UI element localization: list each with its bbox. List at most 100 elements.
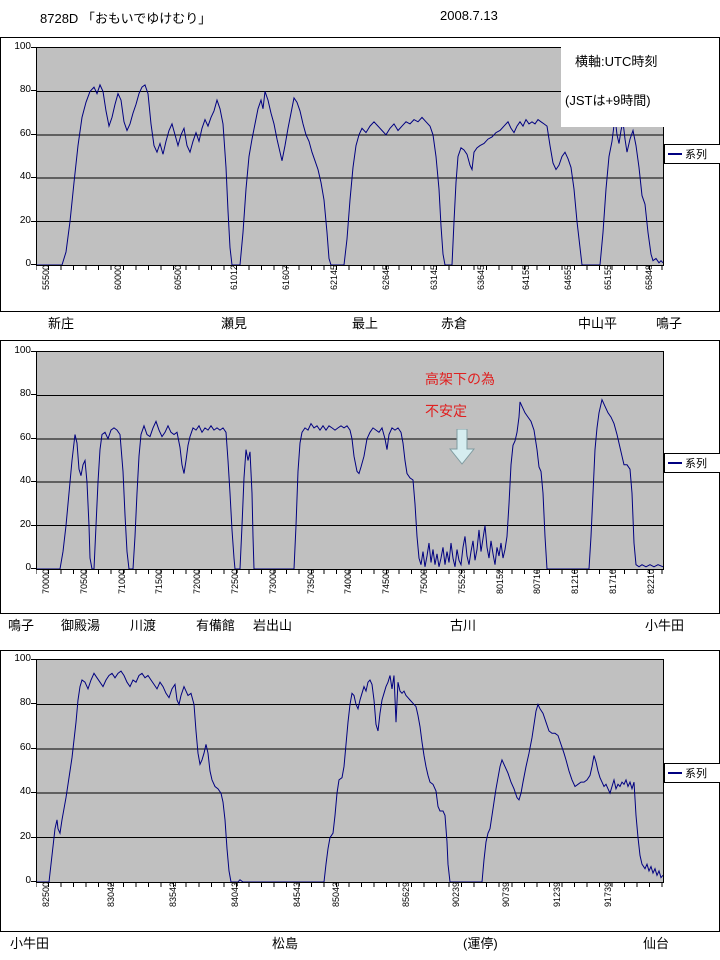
speed-line-svg — [37, 394, 663, 569]
y-axis-tick — [31, 881, 36, 882]
y-axis-tick — [31, 568, 36, 569]
x-axis-time-label: 85043 — [331, 882, 341, 908]
x-axis-time-label: 62145 — [329, 265, 339, 291]
speed-line-svg — [37, 670, 663, 882]
unstable-note-line2: 不安定 — [425, 403, 467, 419]
x-axis-time-label: 71000 — [117, 569, 127, 595]
chart-3-station-row: 小牛田 松島 (運停) 仙台 — [0, 933, 720, 953]
x-axis-time-label: 70500 — [79, 569, 89, 595]
station-label: 新庄 — [48, 316, 75, 331]
station-label: 中山平 — [578, 316, 618, 331]
x-axis-ticks — [36, 570, 663, 574]
y-axis-label: 20 — [19, 518, 31, 530]
chart-3-plot-area — [36, 659, 664, 883]
x-axis-time-label: 83542 — [168, 882, 178, 908]
y-axis-tick — [31, 659, 36, 660]
y-axis-label: 100 — [14, 41, 31, 52]
y-axis-label: 100 — [14, 345, 31, 356]
station-label: 松島 — [272, 936, 299, 951]
y-axis-tick — [31, 47, 36, 48]
x-axis-time-label: 84043 — [230, 882, 240, 908]
x-axis-time-label: 55500 — [41, 265, 51, 291]
legend-line-sample-icon — [668, 462, 682, 464]
y-axis-label: 0 — [25, 562, 31, 573]
station-label: 瀬見 — [221, 316, 248, 331]
legend-line-sample-icon — [668, 153, 682, 155]
y-axis-tick — [31, 524, 36, 526]
x-axis-time-label: 90239 — [451, 882, 461, 908]
y-axis-tick — [31, 836, 36, 838]
down-arrow-icon — [449, 429, 475, 465]
y-axis-tick — [31, 394, 36, 396]
station-label: (運停) — [463, 936, 498, 951]
station-label: 古川 — [450, 618, 477, 633]
y-axis-label: 60 — [19, 431, 31, 443]
chart-1-plot-area — [36, 47, 664, 266]
chart-3-frame: 系列 0 20 40 60 80 100 82500 83042 83542 84043 84543… — [0, 650, 720, 932]
y-axis-tick — [31, 351, 36, 352]
x-axis-time-label: 85629 — [401, 882, 411, 908]
station-label: 岩出山 — [253, 618, 293, 633]
x-axis-time-label: 75529 — [457, 569, 467, 595]
y-axis-tick — [31, 220, 36, 222]
speed-line-svg — [37, 83, 663, 265]
chart-2-frame: 高架下の為 不安定 系列 0 20 40 60 80 100 70000 70500 71000… — [0, 340, 720, 614]
x-axis-time-label: 91739 — [603, 882, 613, 908]
station-label: 小牛田 — [10, 936, 50, 951]
x-axis-time-label: 84543 — [292, 882, 302, 908]
x-axis-time-label: 82210 — [646, 569, 656, 595]
speed-series-line — [37, 398, 663, 569]
x-axis-time-label: 75000 — [419, 569, 429, 595]
y-axis-label: 0 — [25, 875, 31, 886]
legend-label: 系列 — [685, 768, 707, 780]
legend: 系列 — [664, 144, 720, 164]
y-axis-label: 40 — [19, 475, 31, 487]
x-axis-time-label: 61607 — [281, 265, 291, 291]
x-axis-ticks — [36, 883, 663, 887]
y-axis-tick — [31, 133, 36, 135]
y-axis-tick — [31, 90, 36, 92]
station-label: 仙台 — [643, 936, 670, 951]
legend-label: 系列 — [685, 149, 707, 161]
station-label: 鳴子 — [8, 618, 35, 633]
axis-note-line2: (JSTは+9時間) — [565, 93, 651, 108]
x-axis-time-label: 65155 — [603, 265, 613, 291]
y-axis-label: 80 — [19, 84, 31, 96]
y-axis-tick — [31, 437, 36, 439]
x-axis-time-label: 63645 — [476, 265, 486, 291]
chart-1-frame: 横軸:UTC時刻 (JSTは+9時間) 系列 0 20 40 60 80 100 55500… — [0, 37, 720, 312]
y-axis-tick — [31, 792, 36, 794]
x-axis-time-label: 73500 — [306, 569, 316, 595]
x-axis-time-label: 65848 — [644, 265, 654, 291]
x-axis-time-label: 64155 — [521, 265, 531, 291]
speed-series-line — [37, 83, 663, 265]
x-axis-time-label: 62645 — [381, 265, 391, 291]
y-axis-label: 60 — [19, 741, 31, 753]
y-axis-tick — [31, 703, 36, 705]
x-axis-time-label: 60000 — [113, 265, 123, 291]
x-axis-time-label: 82500 — [41, 882, 51, 908]
y-axis-tick — [31, 747, 36, 749]
y-axis-label: 80 — [19, 388, 31, 400]
x-axis-time-label: 81210 — [570, 569, 580, 595]
page-title: 8728D 「おもいでゆけむり」 — [40, 11, 212, 26]
x-axis-time-label: 74500 — [381, 569, 391, 595]
x-axis-time-label: 73000 — [268, 569, 278, 595]
page-date: 2008.7.13 — [440, 8, 498, 23]
axis-note-box: 横軸:UTC時刻 (JSTは+9時間) — [561, 43, 719, 127]
y-axis-label: 0 — [25, 258, 31, 269]
station-label: 川渡 — [130, 618, 157, 633]
y-axis-tick — [31, 481, 36, 483]
x-axis-time-label: 90739 — [501, 882, 511, 908]
unstable-note-line1: 高架下の為 — [425, 371, 495, 387]
station-label: 有備館 — [196, 618, 236, 633]
x-axis-time-label: 70000 — [41, 569, 51, 595]
x-axis-time-label: 80152 — [495, 569, 505, 595]
station-label: 小牛田 — [645, 618, 685, 633]
x-axis-time-label: 72500 — [230, 569, 240, 595]
speed-series-line — [37, 670, 663, 882]
y-axis-label: 40 — [19, 171, 31, 183]
x-axis-time-label: 81710 — [608, 569, 618, 595]
legend-label: 系列 — [685, 458, 707, 470]
